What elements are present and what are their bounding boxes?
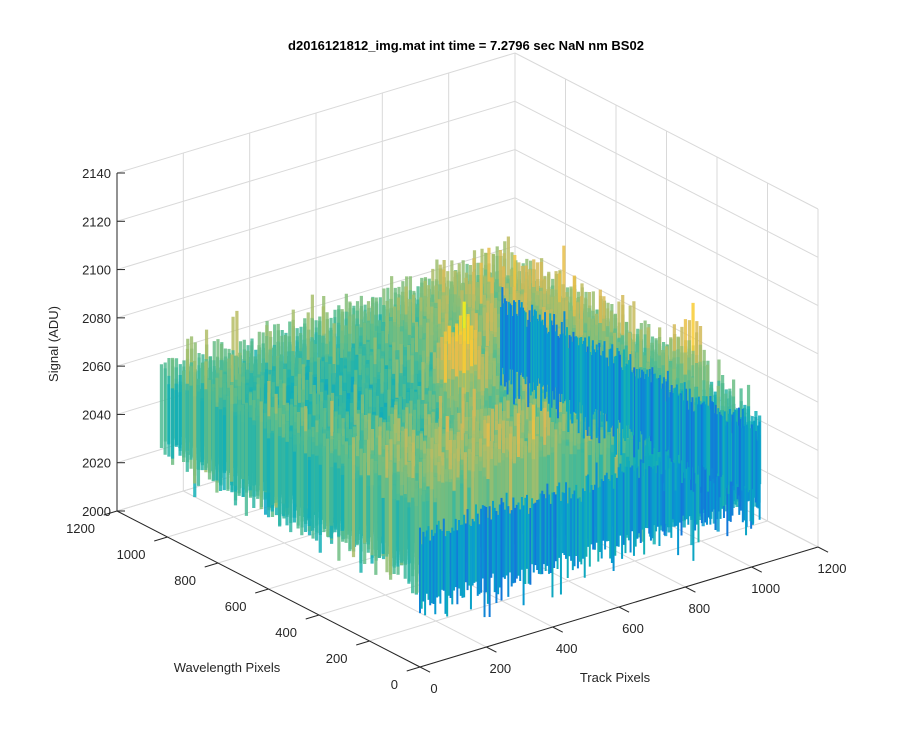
gridline bbox=[514, 149, 819, 307]
surface-layer bbox=[159, 236, 762, 618]
gridline bbox=[116, 197, 516, 319]
gridline bbox=[116, 100, 516, 222]
gridline bbox=[514, 245, 819, 403]
gridline bbox=[116, 245, 516, 367]
gridline bbox=[514, 100, 819, 258]
gridline bbox=[116, 52, 516, 174]
gridline bbox=[514, 52, 819, 210]
gridline bbox=[116, 149, 516, 271]
gridline bbox=[514, 197, 819, 355]
